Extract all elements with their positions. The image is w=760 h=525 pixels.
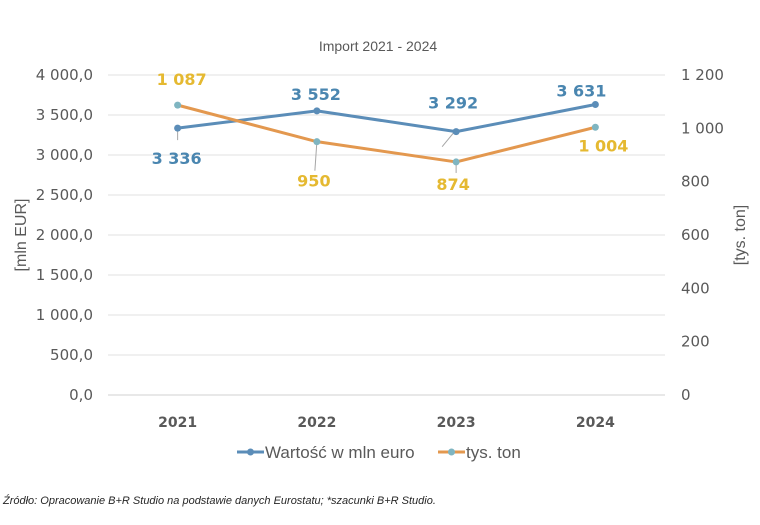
y-tick-label: 0,0 [69, 386, 93, 404]
right-axis-title: [tys. ton] [732, 205, 749, 265]
data-label: 1 004 [578, 136, 628, 155]
left-axis-title: [mln EUR] [13, 199, 30, 272]
y-tick-label: 3 000,0 [36, 146, 93, 164]
y-tick-label: 1 000,0 [36, 306, 93, 324]
y2-tick-label: 1 000 [681, 119, 724, 137]
legend-label: Wartość w mln euro [265, 443, 415, 462]
y-tick-label: 2 500,0 [36, 186, 93, 204]
data-label: 3 336 [152, 149, 202, 168]
data-label: 3 552 [291, 85, 341, 104]
series-1: 1 087 950 874 1 004 [157, 70, 629, 194]
data-label: 3 292 [428, 94, 478, 113]
data-point [591, 101, 599, 109]
source-note: Źródło: Opracowanie B+R Studio na podsta… [3, 495, 436, 507]
left-axis-ticks: 0,0 500,0 1 000,0 1 500,0 2 000,0 2 500,0 3 00… [36, 66, 93, 404]
data-label: 3 631 [556, 82, 606, 101]
series-0: 3 336 3 552 3 292 3 631 [152, 82, 607, 169]
y-tick-label: 3 500,0 [36, 106, 93, 124]
legend-marker-swatch [448, 448, 455, 456]
data-label: 950 [297, 172, 330, 191]
y-tick-label: 2 000,0 [36, 226, 93, 244]
x-tick-label: 2021 [158, 415, 197, 431]
y2-tick-label: 0 [681, 386, 691, 404]
data-point [591, 123, 599, 131]
gridlines [108, 74, 665, 396]
right-axis-ticks: 0 200 400 600 800 1 000 1 200 [681, 66, 724, 404]
data-point [313, 107, 321, 115]
leader-line [314, 141, 318, 171]
x-axis-ticks: 2021 2022 2023 2024 [158, 415, 615, 431]
y2-tick-label: 200 [681, 333, 710, 351]
y-tick-label: 1 500,0 [36, 266, 93, 284]
y2-tick-label: 1 200 [681, 66, 724, 84]
series-line [176, 103, 597, 134]
legend-item: tys. ton [438, 443, 521, 462]
series-line [176, 103, 597, 164]
y2-tick-label: 600 [681, 226, 710, 244]
legend-marker-swatch [247, 448, 254, 456]
y2-tick-label: 800 [681, 173, 710, 191]
data-label: 1 087 [157, 70, 207, 89]
data-point [174, 101, 182, 109]
chart-title: Import 2021 - 2024 [319, 38, 438, 54]
x-tick-label: 2023 [437, 415, 476, 431]
x-tick-label: 2024 [576, 415, 615, 431]
legend-label: tys. ton [466, 443, 521, 462]
data-label: 874 [436, 175, 469, 194]
series-layer: 3 336 3 552 3 292 3 631 1 087 950 874 1 004 [152, 70, 629, 194]
x-tick-label: 2022 [297, 415, 336, 431]
data-point [452, 158, 460, 166]
data-point [313, 138, 321, 146]
y-tick-label: 500,0 [50, 346, 93, 364]
legend-item: Wartość w mln euro [237, 443, 415, 462]
legend: Wartość w mln euro tys. ton [237, 443, 521, 462]
y-tick-label: 4 000,0 [36, 66, 93, 84]
y2-tick-label: 400 [681, 279, 710, 297]
data-point [452, 128, 460, 136]
data-point [174, 124, 182, 132]
